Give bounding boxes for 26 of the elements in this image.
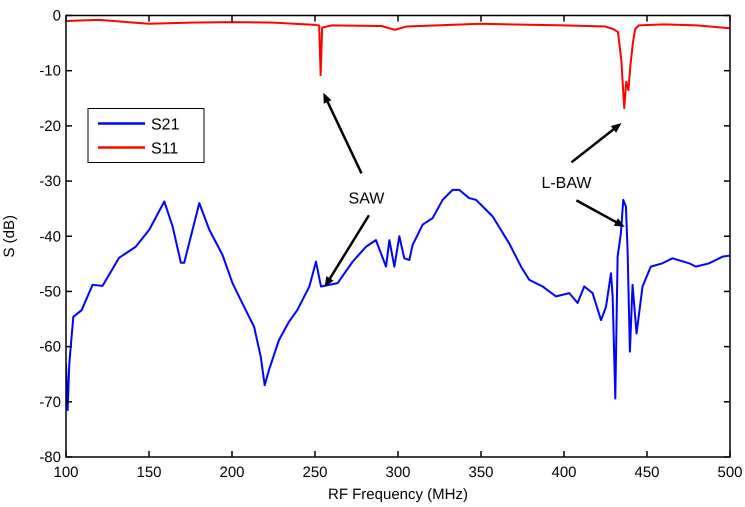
- annotation: L-BAW: [541, 175, 592, 192]
- x-tick-label: 250: [302, 464, 328, 481]
- y-tick-label: 0: [52, 8, 61, 24]
- x-tick-label: 400: [551, 464, 577, 481]
- line-series: [66, 188, 730, 412]
- line-series: [66, 18, 730, 110]
- x-tick-label: 300: [385, 464, 411, 481]
- y-tick-label: -20: [39, 118, 61, 135]
- legend-label: S21: [151, 116, 180, 134]
- x-tick-label: 100: [53, 464, 79, 481]
- y-tick-label: -60: [39, 338, 61, 356]
- y-tick-label: -30: [39, 173, 61, 190]
- x-tick-label: 500: [717, 464, 743, 481]
- x-tick-label: 150: [136, 464, 162, 481]
- y-tick-label: -10: [39, 62, 61, 80]
- y-axis-title: S (dB): [1, 214, 18, 258]
- x-tick-label: 450: [634, 464, 660, 481]
- x-tick-label: 200: [219, 464, 245, 481]
- legend-label: S11: [151, 140, 178, 158]
- x-tick-label: 350: [468, 464, 494, 481]
- x-axis-title: RF Frequency (MHz): [328, 486, 468, 503]
- y-tick-label: -80: [39, 449, 61, 466]
- y-tick-label: -50: [39, 283, 61, 300]
- annotation: SAW: [348, 190, 386, 208]
- y-tick-label: -70: [39, 394, 61, 411]
- y-tick-label: -40: [39, 228, 61, 246]
